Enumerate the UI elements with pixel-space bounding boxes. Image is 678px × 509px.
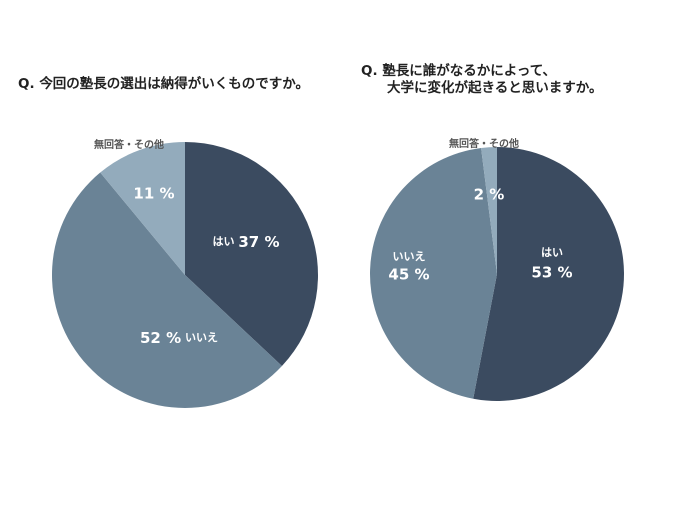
question-prefix: Q.	[361, 63, 378, 79]
pie-slice-3	[100, 142, 185, 275]
slice-name-outside: 無回答・その他	[449, 137, 519, 150]
slice-percent: 45 %	[388, 266, 429, 284]
question-prefix: Q.	[18, 76, 35, 92]
slice-percent: 2 %	[474, 186, 505, 204]
slice-name: いいえ	[185, 331, 218, 344]
question-line: 今回の塾長の選出は納得がいくものですか。	[39, 76, 310, 92]
pie-slice-2	[51, 172, 282, 409]
pie-slice-1	[185, 142, 318, 367]
pie-slice-2	[369, 148, 497, 399]
slice-label: はい 37 %	[213, 233, 280, 251]
question-title-left: Q. 今回の塾長の選出は納得がいくものですか。	[18, 76, 309, 93]
question-line: 塾長に誰がなるかによって、	[382, 63, 557, 79]
pie-slice-1	[473, 147, 624, 401]
slice-label: 52 % いいえ	[140, 329, 218, 347]
question-title-right: Q. 塾長に誰がなるかによって、 大学に変化が起きると思いますか。	[361, 63, 602, 97]
slice-percent: 52 %	[140, 329, 181, 347]
pie-slice-3	[481, 147, 497, 274]
slice-name: はい	[213, 235, 235, 248]
question-line: 大学に変化が起きると思いますか。	[387, 80, 603, 96]
slice-percent: 53 %	[531, 264, 572, 282]
slice-name-outside: 無回答・その他	[94, 138, 164, 151]
slice-name: はい	[541, 246, 563, 259]
slice-percent: 11 %	[133, 185, 174, 203]
slice-percent: 37 %	[238, 233, 279, 251]
slice-name: いいえ	[393, 250, 426, 263]
